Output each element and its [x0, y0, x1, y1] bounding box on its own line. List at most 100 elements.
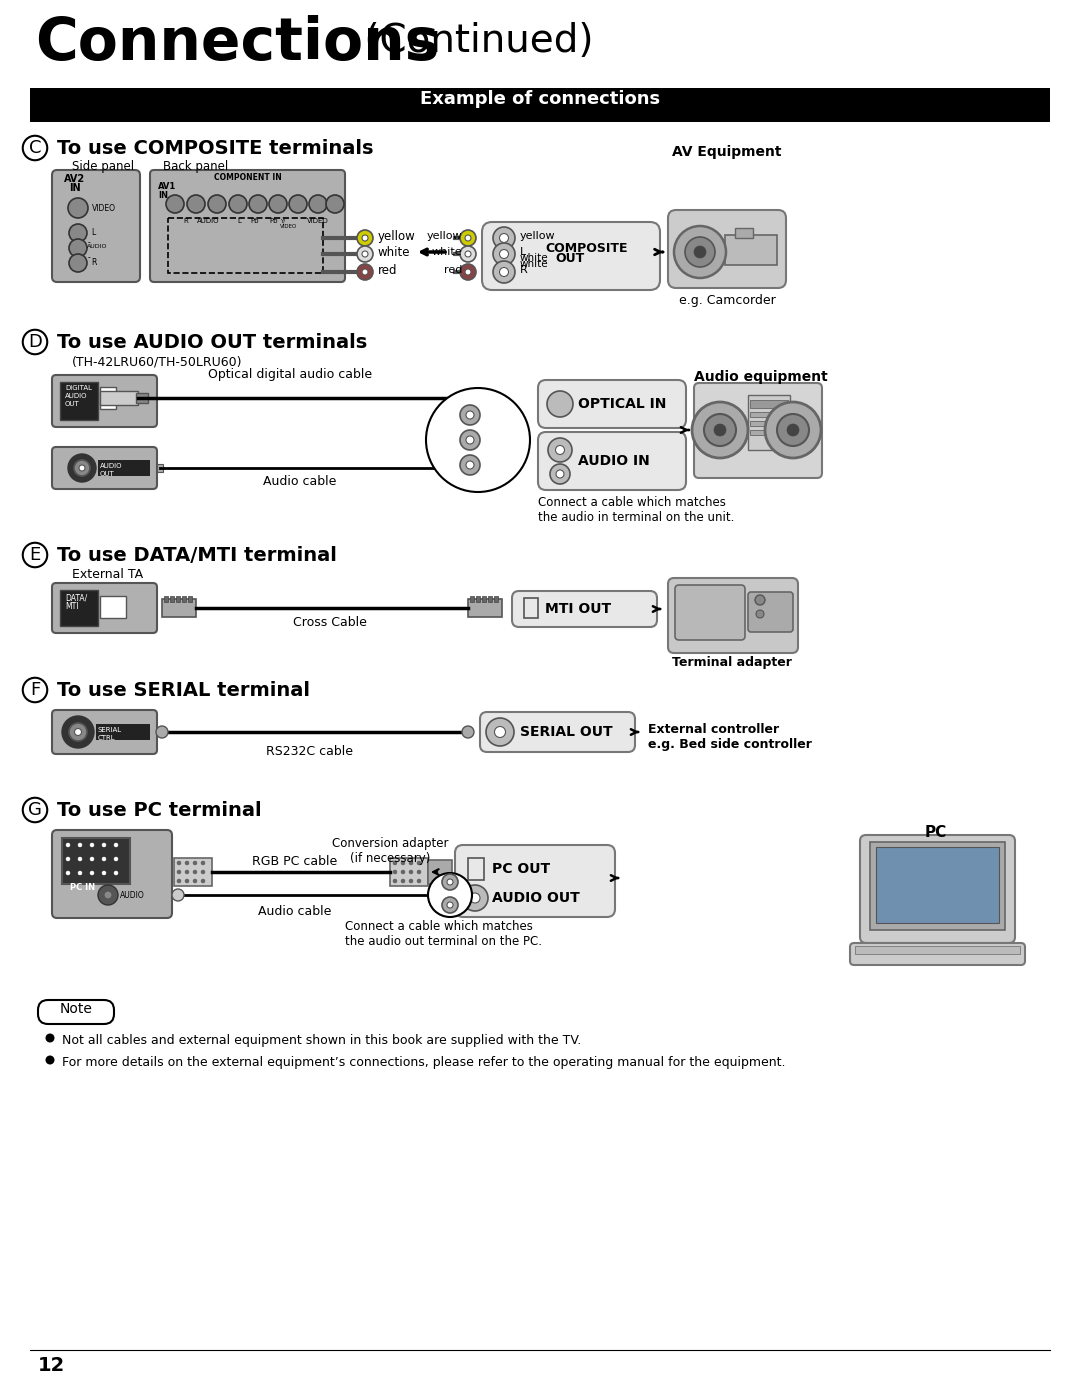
Text: white: white — [431, 247, 462, 257]
Bar — [168, 218, 323, 273]
FancyBboxPatch shape — [538, 432, 686, 490]
Bar — [136, 393, 148, 403]
Circle shape — [401, 861, 405, 865]
Text: AUDIO: AUDIO — [87, 244, 108, 248]
Circle shape — [692, 403, 748, 458]
Circle shape — [499, 233, 509, 243]
Circle shape — [326, 194, 345, 212]
Circle shape — [442, 874, 458, 890]
Circle shape — [777, 414, 809, 446]
Circle shape — [362, 269, 368, 275]
Bar — [468, 858, 484, 880]
Text: -: - — [87, 237, 91, 247]
Circle shape — [193, 870, 197, 874]
Circle shape — [309, 194, 327, 212]
Circle shape — [465, 436, 474, 444]
Text: Connect a cable which matches
the audio in terminal on the unit.: Connect a cable which matches the audio … — [538, 496, 734, 525]
Circle shape — [401, 879, 405, 883]
Text: Connections: Connections — [35, 15, 440, 72]
Bar — [468, 600, 502, 618]
Circle shape — [714, 423, 726, 436]
Circle shape — [357, 246, 373, 262]
Text: AUDIO: AUDIO — [65, 393, 87, 398]
Bar — [748, 396, 789, 450]
Circle shape — [465, 411, 474, 419]
Text: F: F — [30, 682, 40, 700]
Text: OUT: OUT — [555, 251, 584, 265]
Circle shape — [417, 879, 421, 883]
Text: MTI: MTI — [65, 602, 79, 611]
Text: For more details on the external equipment’s connections, please refer to the op: For more details on the external equipme… — [62, 1056, 785, 1069]
Text: VIDEO: VIDEO — [92, 204, 116, 212]
Circle shape — [229, 194, 247, 212]
Text: COMPONENT IN: COMPONENT IN — [214, 174, 282, 182]
FancyBboxPatch shape — [455, 845, 615, 917]
Circle shape — [193, 861, 197, 865]
Text: Audio equipment: Audio equipment — [694, 371, 827, 384]
Circle shape — [177, 861, 181, 865]
Circle shape — [694, 246, 706, 258]
Circle shape — [460, 264, 476, 280]
Text: AV2: AV2 — [65, 174, 85, 185]
FancyBboxPatch shape — [669, 577, 798, 652]
Text: IN: IN — [158, 192, 168, 200]
Circle shape — [269, 194, 287, 212]
Text: Optical digital audio cable: Optical digital audio cable — [208, 368, 373, 380]
Circle shape — [156, 726, 168, 738]
FancyBboxPatch shape — [480, 712, 635, 752]
Bar — [98, 459, 150, 476]
Bar — [470, 595, 474, 602]
Bar — [488, 595, 492, 602]
Text: white: white — [378, 246, 410, 258]
Text: Connect a cable which matches
the audio out terminal on the PC.: Connect a cable which matches the audio … — [345, 920, 542, 948]
Circle shape — [193, 879, 197, 883]
Bar — [428, 861, 453, 884]
Text: Note: Note — [59, 1002, 93, 1016]
Text: (TH-42LRU60/TH-50LRU60): (TH-42LRU60/TH-50LRU60) — [72, 355, 243, 368]
Circle shape — [79, 465, 85, 471]
Text: Cross Cable: Cross Cable — [293, 616, 367, 629]
Text: white: white — [519, 260, 549, 269]
Text: yellow: yellow — [427, 230, 462, 242]
Circle shape — [401, 870, 405, 874]
Text: Conversion adapter
(if necessary): Conversion adapter (if necessary) — [332, 837, 448, 865]
Circle shape — [66, 843, 70, 847]
Circle shape — [428, 873, 472, 917]
FancyBboxPatch shape — [694, 383, 822, 477]
Circle shape — [208, 194, 226, 212]
Circle shape — [426, 389, 530, 491]
Text: yellow: yellow — [519, 230, 555, 242]
Circle shape — [417, 870, 421, 874]
Bar — [100, 391, 138, 405]
Bar — [750, 421, 788, 426]
FancyBboxPatch shape — [52, 169, 140, 282]
Circle shape — [362, 235, 368, 242]
Bar — [876, 847, 999, 923]
Circle shape — [499, 268, 509, 276]
Bar — [750, 430, 788, 434]
Circle shape — [75, 459, 90, 476]
Text: PC OUT: PC OUT — [492, 862, 550, 876]
Circle shape — [492, 228, 515, 248]
Text: R: R — [183, 218, 188, 223]
Bar — [735, 228, 753, 237]
Text: (Continued): (Continued) — [352, 22, 594, 60]
Circle shape — [460, 430, 480, 450]
Text: C: C — [29, 139, 41, 157]
Circle shape — [68, 454, 96, 482]
Circle shape — [114, 843, 118, 847]
Text: L: L — [91, 228, 95, 237]
Circle shape — [102, 872, 106, 874]
Circle shape — [68, 198, 87, 218]
Circle shape — [409, 861, 413, 865]
FancyBboxPatch shape — [512, 591, 657, 627]
FancyBboxPatch shape — [850, 942, 1025, 965]
Bar — [170, 595, 174, 602]
Text: COMPOSITE: COMPOSITE — [545, 242, 627, 254]
Circle shape — [289, 194, 307, 212]
Circle shape — [442, 897, 458, 913]
Bar — [164, 595, 168, 602]
Circle shape — [66, 856, 70, 861]
Text: red: red — [378, 264, 397, 276]
Text: AV Equipment: AV Equipment — [672, 144, 782, 160]
